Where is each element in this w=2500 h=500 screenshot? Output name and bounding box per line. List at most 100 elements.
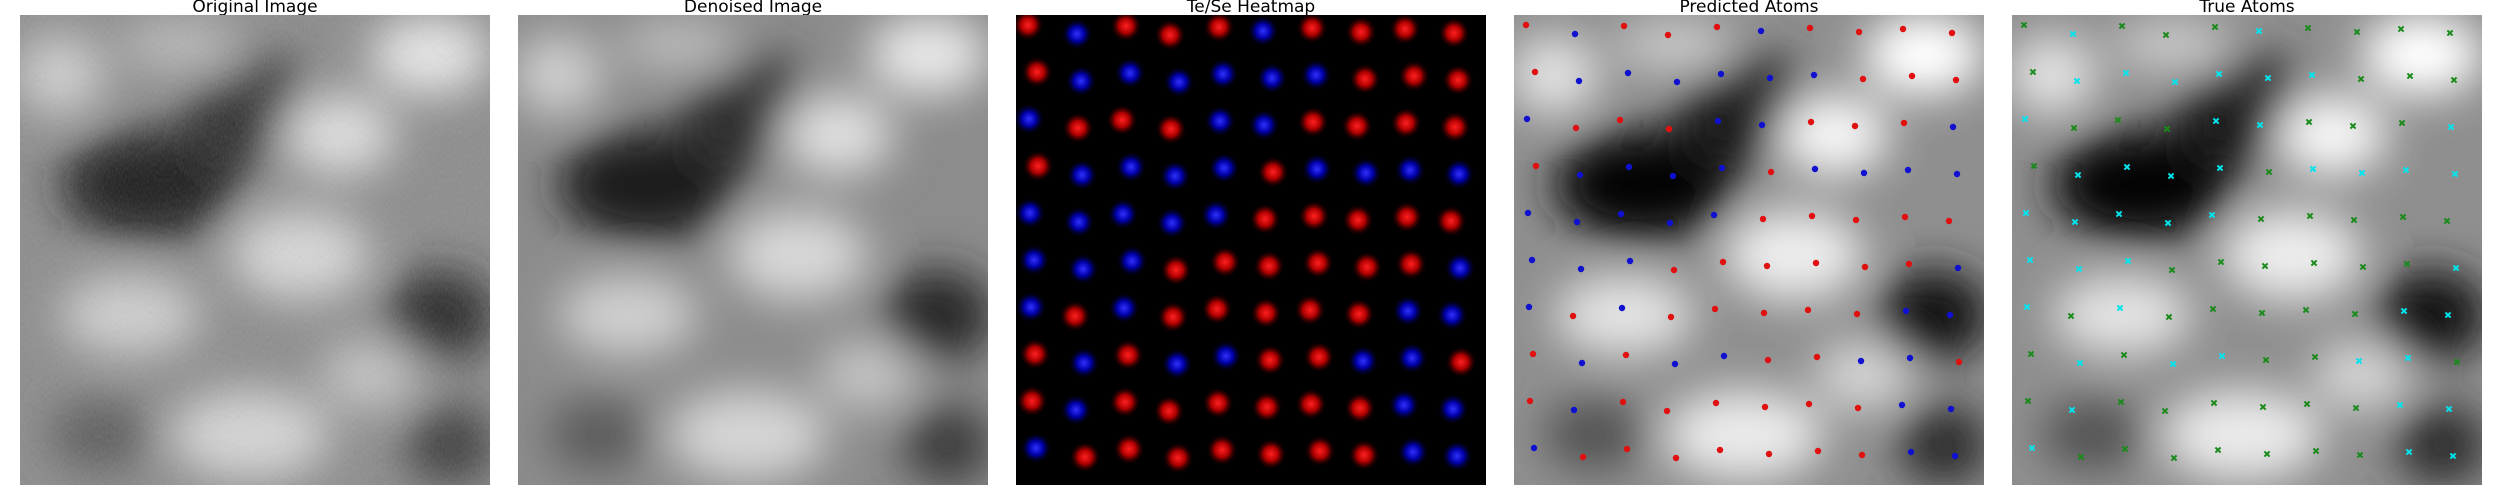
true-atom-cyan — [2073, 77, 2081, 85]
predicted-te-atom — [1808, 212, 1816, 220]
heatmap-te-blob — [1341, 110, 1373, 142]
true-atom-cyan — [2074, 171, 2082, 179]
heatmap-se-blob — [1018, 244, 1050, 276]
true-atom-green — [2217, 258, 2225, 266]
predicted-atoms-title: Predicted Atoms — [1679, 0, 1819, 17]
heatmap-te-blob — [1389, 15, 1421, 45]
heatmap-se-blob — [1207, 58, 1239, 90]
predicted-te-atom — [1812, 259, 1820, 267]
true-atom-green — [2211, 23, 2219, 31]
predicted-te-atom — [1665, 125, 1673, 133]
predicted-te-atom — [1713, 23, 1721, 31]
true-atom-cyan — [2076, 359, 2084, 367]
heatmap-se-blob — [1116, 245, 1148, 277]
predicted-te-atom — [1526, 397, 1534, 405]
heatmap-te-blob — [1445, 346, 1477, 378]
predicted-te-atom — [1764, 356, 1772, 364]
heatmap-se-blob — [1016, 291, 1047, 323]
predicted-se-atom — [1714, 117, 1722, 125]
heatmap-te-blob — [1016, 385, 1048, 417]
heatmap-te-blob — [1254, 344, 1286, 376]
heatmap-se-blob — [1060, 394, 1092, 426]
predicted-te-atom — [1670, 266, 1678, 274]
predicted-se-atom — [1666, 219, 1674, 227]
true-atom-green — [2304, 24, 2312, 32]
predicted-te-atom — [1569, 312, 1577, 320]
heatmap-te-blob — [1154, 19, 1186, 51]
heatmap-se-blob — [1068, 347, 1100, 379]
true-atom-cyan — [2068, 406, 2076, 414]
heatmap-se-blob — [1067, 253, 1099, 285]
heatmap-te-blob — [1109, 386, 1141, 418]
heatmap-te-blob — [1209, 246, 1241, 278]
true-atom-green — [2306, 212, 2314, 220]
true-atom-green — [2356, 451, 2364, 459]
predicted-se-atom — [1954, 264, 1962, 272]
heatmap-te-blob — [1160, 254, 1192, 286]
heatmap-te-blob — [1304, 435, 1336, 467]
heatmap-te-blob — [1021, 56, 1053, 88]
true-atom-cyan — [2309, 165, 2317, 173]
true-atom-green — [2262, 356, 2270, 364]
heatmap-se-blob — [1115, 151, 1147, 183]
predicted-te-atom — [1854, 404, 1862, 412]
predicted-se-atom — [1946, 311, 1954, 319]
heatmap-se-blob — [1016, 103, 1045, 135]
heatmap-te-blob — [1016, 15, 1044, 41]
true-atom-cyan — [2355, 357, 2363, 365]
heatmap-te-blob — [1348, 439, 1380, 471]
heatmap-se-blob — [1066, 159, 1098, 191]
true-atom-cyan — [2216, 164, 2224, 172]
predicted-se-atom — [1669, 172, 1677, 180]
heatmap-te-blob — [1062, 112, 1094, 144]
predicted-se-atom — [1530, 444, 1538, 452]
heatmap-se-blob — [1208, 152, 1240, 184]
heatmap-se-blob — [1441, 440, 1473, 472]
predicted-te-atom — [1855, 28, 1863, 36]
true-atom-green — [2163, 125, 2171, 133]
heatmap-te-blob — [1255, 438, 1287, 470]
predicted-te-atom — [1712, 399, 1720, 407]
predicted-se-atom — [1617, 210, 1625, 218]
predicted-se-atom — [1902, 307, 1910, 315]
heatmap-se-blob — [1159, 160, 1191, 192]
predicted-te-atom — [1859, 75, 1867, 83]
predicted-se-atom — [1523, 115, 1531, 123]
predicted-atoms-panel: Predicted Atoms — [1514, 0, 1984, 485]
predicted-se-atom — [1951, 452, 1959, 460]
heatmap-se-blob — [1107, 198, 1139, 230]
predicted-te-atom — [1667, 313, 1675, 321]
predicted-se-atom — [1624, 69, 1632, 77]
true-atom-cyan — [2026, 256, 2034, 264]
predicted-se-atom — [1857, 357, 1865, 365]
true-atom-cyan — [2256, 121, 2264, 129]
predicted-se-atom — [1898, 401, 1906, 409]
heatmap-te-blob — [1349, 63, 1381, 95]
predicted-te-atom — [1711, 305, 1719, 313]
predicted-te-atom — [1908, 72, 1916, 80]
heatmap-se-blob — [1437, 393, 1469, 425]
heatmap-te-blob — [1439, 111, 1471, 143]
heatmap-se-blob — [1061, 18, 1093, 50]
predicted-se-atom — [1860, 169, 1868, 177]
predicted-te-atom — [1945, 217, 1953, 225]
true-atom-green — [2170, 454, 2178, 462]
heatmap-te-blob — [1249, 203, 1281, 235]
true-atom-cyan — [2171, 78, 2179, 86]
heatmap-te-blob — [1157, 301, 1189, 333]
heatmap-te-blob — [1342, 204, 1374, 236]
true-atom-green — [2443, 217, 2451, 225]
heatmap-se-blob — [1204, 105, 1236, 137]
true-atom-green — [2403, 260, 2411, 268]
heatmap-te-blob — [1206, 434, 1238, 466]
predicted-se-atom — [1525, 303, 1533, 311]
predicted-se-atom — [1625, 163, 1633, 171]
heatmap-se-blob — [1396, 342, 1428, 374]
true-atoms-title: True Atoms — [2199, 0, 2295, 17]
heatmap-se-blob — [1163, 66, 1195, 98]
predicted-te-atom — [1719, 258, 1727, 266]
predicted-te-atom — [1532, 162, 1540, 170]
heatmap-te-blob — [1251, 391, 1283, 423]
predicted-te-atom — [1663, 407, 1671, 415]
heatmap-te-blob — [1155, 113, 1187, 145]
